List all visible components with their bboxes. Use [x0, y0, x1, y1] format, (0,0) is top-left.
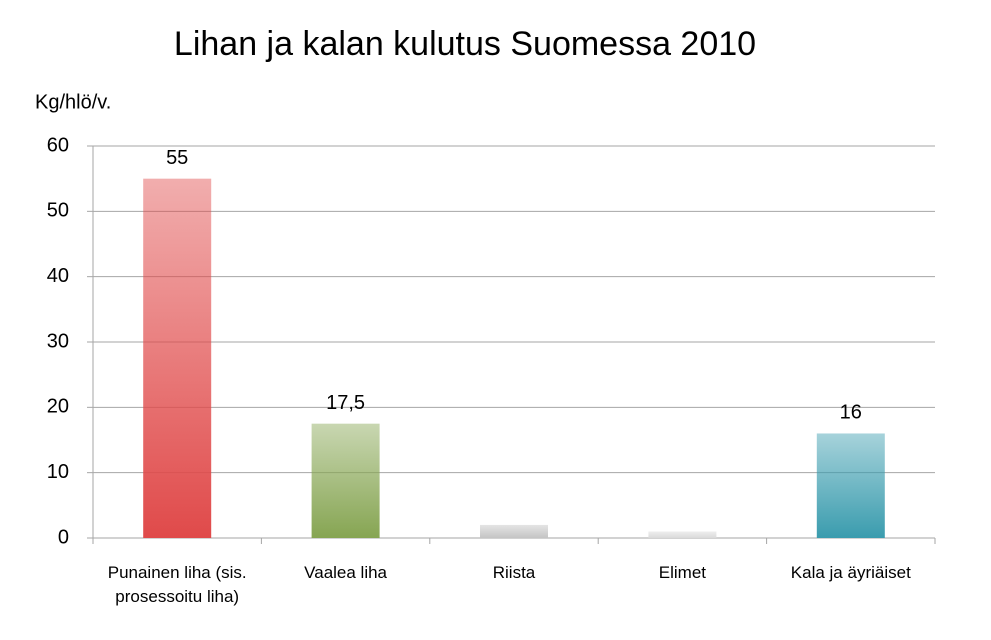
- bar: [480, 524, 548, 538]
- x-tick-label: Riista: [493, 563, 536, 582]
- bar: [311, 423, 380, 538]
- value-label: 17,5: [326, 392, 365, 414]
- y-tick-label: 60: [47, 134, 69, 156]
- y-tick-label: 50: [47, 200, 69, 222]
- chart-title: Lihan ja kalan kulutus Suomessa 2010: [174, 25, 756, 63]
- y-axis-label: Kg/hlö/v.: [35, 91, 111, 113]
- x-tick-label: Elimet: [659, 563, 707, 582]
- y-tick-label: 40: [47, 265, 69, 287]
- x-tick-label: Punainen liha (sis. prosessoitu liha): [108, 563, 247, 606]
- value-label: 55: [166, 147, 188, 169]
- value-label: 16: [840, 402, 862, 424]
- bar: [648, 531, 717, 538]
- bar: [816, 433, 885, 538]
- bar: [143, 178, 212, 538]
- y-tick-label: 0: [58, 526, 69, 548]
- y-tick-label: 20: [47, 396, 69, 418]
- y-tick-label: 30: [47, 330, 69, 352]
- y-tick-label: 10: [47, 461, 69, 483]
- x-tick-label: Kala ja äyriäiset: [791, 563, 911, 582]
- x-tick-label: Vaalea liha: [304, 563, 387, 582]
